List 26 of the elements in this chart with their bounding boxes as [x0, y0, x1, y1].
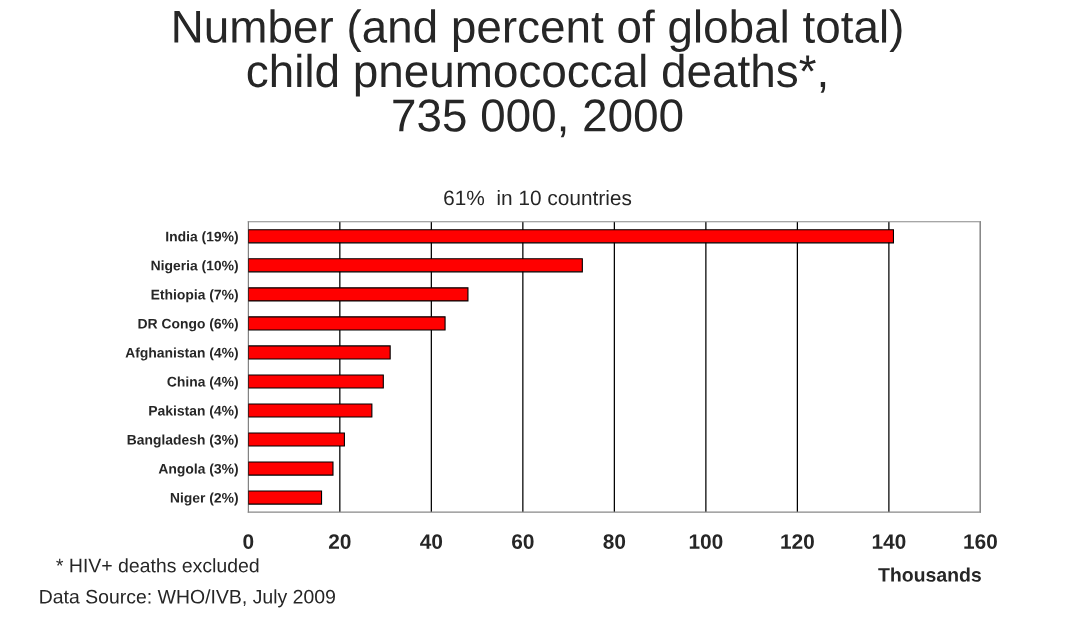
y-tick-label: Pakistan (4%)	[149, 405, 238, 419]
y-tick-label: China (4%)	[167, 376, 238, 390]
y-tick-label: Bangladesh (3%)	[127, 434, 238, 448]
y-tick-label: Afghanistan (4%)	[125, 347, 238, 361]
y-tick-label: Nigeria (10%)	[151, 260, 238, 274]
y-tick-label: Niger (2%)	[170, 492, 238, 506]
y-tick-label: DR Congo (6%)	[138, 318, 238, 332]
x-tick-label: 40	[420, 534, 443, 549]
bar	[248, 490, 323, 505]
x-tick-label: 20	[328, 534, 351, 549]
text: * HIV+ deaths excluded	[56, 558, 259, 573]
x-tick-label: 120	[781, 534, 814, 549]
y-tick-label: Ethiopia (7%)	[151, 289, 238, 303]
chart-subtitle: 61% in 10 countries	[444, 190, 632, 206]
x-tick-label: 80	[603, 534, 626, 549]
chart-title: Number (and percent of global total) child pneumococcal deaths*, 735 000, 2000	[174, 9, 902, 138]
y-tick-label: India (19%)	[166, 231, 238, 245]
x-axis-title: Thousands	[878, 567, 981, 582]
x-tick-label: 160	[964, 534, 997, 549]
x-tick-label: 100	[689, 534, 723, 549]
bar	[248, 461, 334, 476]
x-tick-label: 0	[243, 534, 254, 549]
source-note: Data Source: WHO/IVB, July 2009	[40, 589, 335, 608]
x-tick-label: 60	[512, 534, 534, 549]
y-tick-label: Angola (3%)	[158, 463, 238, 477]
x-tick-label: 140	[872, 534, 906, 549]
